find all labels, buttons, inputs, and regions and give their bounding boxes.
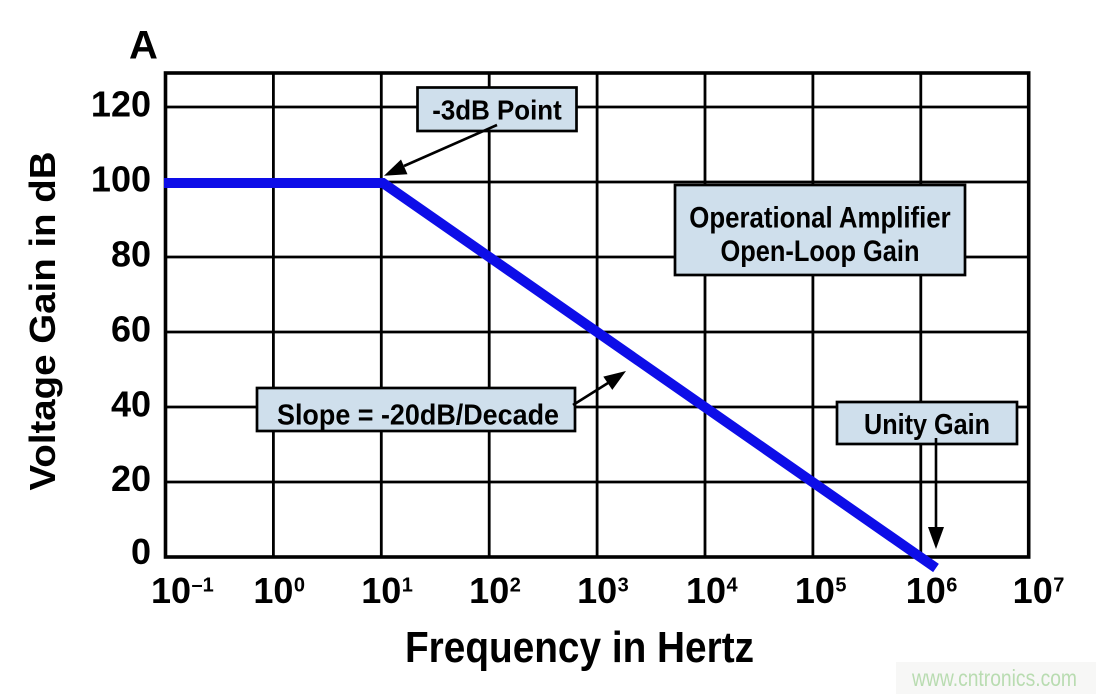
svg-text:10: 10 — [361, 570, 401, 611]
svg-text:40: 40 — [111, 384, 151, 425]
svg-text:10: 10 — [469, 570, 509, 611]
svg-text:www.cntronics.com: www.cntronics.com — [911, 665, 1077, 691]
svg-text:Slope = -20dB/Decade: Slope = -20dB/Decade — [277, 400, 559, 432]
svg-text:120: 120 — [91, 84, 151, 125]
svg-text:0: 0 — [294, 575, 305, 597]
svg-text:10: 10 — [253, 570, 293, 611]
svg-text:3: 3 — [618, 575, 629, 597]
svg-text:10: 10 — [577, 570, 617, 611]
svg-text:10: 10 — [151, 570, 191, 611]
svg-text:–1: –1 — [192, 575, 214, 597]
svg-text:Operational Amplifier: Operational Amplifier — [689, 202, 951, 235]
svg-text:A: A — [129, 24, 158, 68]
svg-text:10: 10 — [686, 570, 726, 611]
svg-text:5: 5 — [835, 575, 846, 597]
svg-text:60: 60 — [111, 309, 151, 350]
svg-text:80: 80 — [111, 234, 151, 275]
svg-text:10: 10 — [1013, 570, 1053, 611]
svg-text:2: 2 — [510, 575, 521, 597]
svg-text:1: 1 — [402, 575, 413, 597]
svg-text:4: 4 — [727, 575, 739, 597]
svg-text:7: 7 — [1053, 575, 1064, 597]
svg-text:Voltage Gain in dB: Voltage Gain in dB — [22, 152, 63, 491]
svg-text:Frequency in Hertz: Frequency in Hertz — [405, 623, 754, 672]
svg-text:0: 0 — [131, 531, 151, 572]
svg-text:6: 6 — [946, 575, 957, 597]
svg-text:10: 10 — [795, 570, 835, 611]
svg-text:20: 20 — [111, 458, 151, 499]
svg-text:-3dB Point: -3dB Point — [432, 95, 562, 126]
svg-text:Open-Loop Gain: Open-Loop Gain — [721, 235, 920, 268]
svg-text:Unity Gain: Unity Gain — [864, 409, 990, 441]
svg-text:10: 10 — [906, 570, 946, 611]
svg-text:100: 100 — [91, 159, 151, 200]
